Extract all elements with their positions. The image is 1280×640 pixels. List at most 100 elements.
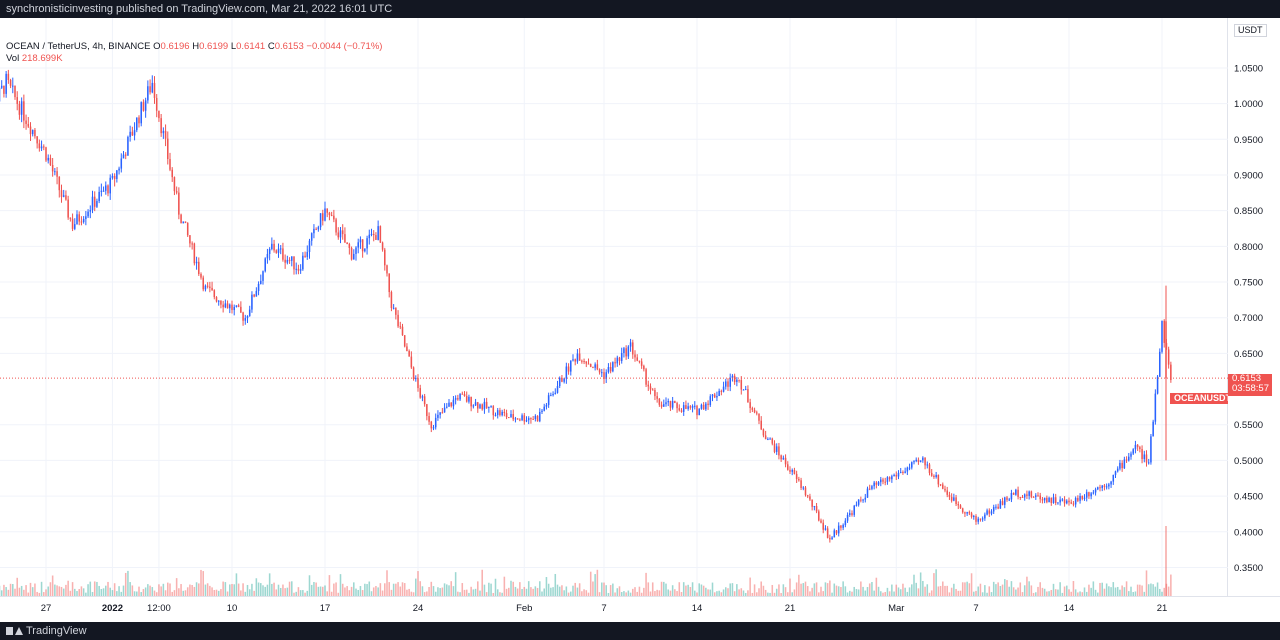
candle: [27, 117, 30, 128]
candle: [1006, 495, 1008, 502]
volume-bar: [335, 582, 337, 596]
price-tick-label: 0.9000: [1234, 170, 1263, 181]
volume-bar: [1048, 591, 1050, 596]
volume-bar: [800, 583, 802, 596]
legend-close-label: C: [267, 41, 275, 52]
volume-bar: [306, 590, 309, 596]
candle: [193, 242, 196, 266]
legend-volume-label[interactable]: Vol: [6, 53, 20, 64]
candlestick-chart[interactable]: [0, 18, 1228, 596]
volume-bar: [933, 573, 935, 596]
candle: [1028, 490, 1030, 500]
candle: [1032, 496, 1035, 498]
volume-bar: [696, 592, 698, 596]
volume-bar: [158, 584, 160, 596]
volume-bar: [775, 588, 778, 596]
volume-bar: [450, 581, 452, 596]
candle: [38, 139, 41, 152]
price-tick-label: 1.0000: [1234, 99, 1263, 110]
candle: [558, 376, 561, 389]
candle: [769, 437, 771, 440]
legend-high-label: H: [192, 41, 200, 52]
candle: [186, 222, 189, 237]
currency-unit[interactable]: USDT: [1234, 24, 1267, 37]
candle: [162, 127, 165, 139]
volume-bar: [206, 583, 209, 596]
candle: [361, 239, 364, 258]
volume-bar: [167, 582, 169, 596]
candle: [1083, 494, 1086, 501]
candle: [198, 257, 200, 276]
candle: [793, 467, 796, 475]
candle: [713, 392, 716, 399]
volume-bar: [434, 591, 437, 596]
candle: [242, 311, 244, 326]
volume-bar: [864, 590, 867, 596]
candle: [833, 528, 836, 538]
symbol-price-label: OCEANUSDT: [1170, 393, 1236, 404]
volume-bar: [62, 588, 65, 596]
axis-corner[interactable]: [1228, 596, 1280, 622]
candle: [753, 407, 756, 414]
volume-bar: [970, 573, 973, 596]
legend-low-label: L: [230, 41, 237, 52]
tradingview-logo[interactable]: TradingView: [6, 622, 87, 640]
volume-bar: [981, 592, 984, 596]
volume-bar: [620, 592, 623, 596]
volume-bar: [233, 584, 235, 596]
volume-bar: [904, 587, 906, 596]
candle: [204, 284, 207, 292]
candle: [12, 77, 14, 94]
volume-bar: [149, 585, 151, 596]
volume-bar: [399, 586, 402, 596]
candle: [220, 300, 222, 309]
tradingview-logo-icon: [6, 626, 23, 636]
candle: [875, 481, 878, 489]
volume-bar: [107, 581, 109, 596]
candle: [552, 391, 554, 397]
volume-bar: [1143, 591, 1146, 596]
time-axis[interactable]: 27 2022 12:00 10 17 24 Feb 7 14 21 Mar 7 14 21: [0, 596, 1228, 622]
volume-bar: [532, 588, 534, 596]
volume-bar: [175, 578, 178, 596]
candle: [1090, 492, 1092, 500]
last-price-tag: 0.6153 03:58:57: [1228, 374, 1272, 396]
candle: [1143, 450, 1146, 463]
price-axis[interactable]: 1.0500 1.0000 0.9500 0.9000 0.8500 0.8000 0.75…: [1228, 18, 1280, 596]
volume-bar: [222, 581, 224, 596]
volume-bar: [1059, 582, 1061, 596]
candle: [377, 220, 379, 241]
candle: [654, 387, 656, 401]
volume-bar: [215, 589, 218, 596]
volume-bar: [984, 585, 986, 596]
volume-bar: [1161, 591, 1163, 596]
volume-bar: [100, 588, 103, 596]
volume-bar: [539, 581, 541, 596]
candle: [496, 407, 499, 419]
volume-bar: [499, 592, 501, 596]
price-tick-label: 0.8500: [1234, 206, 1263, 217]
volume-bar: [65, 584, 67, 596]
volume-bar: [975, 590, 977, 596]
candle: [1068, 497, 1070, 506]
candle: [1026, 490, 1028, 499]
candle: [899, 467, 902, 474]
legend-symbol[interactable]: OCEAN / TetherUS, 4h, BINANCE: [6, 41, 151, 52]
volume-bar: [195, 582, 198, 596]
volume-bar: [266, 584, 269, 596]
volume-bar: [953, 583, 955, 596]
volume-bar: [1046, 591, 1048, 596]
candle: [1145, 450, 1148, 467]
candle: [510, 410, 512, 418]
candle: [275, 249, 278, 254]
candle: [877, 480, 880, 487]
candle: [953, 493, 955, 502]
chart-pane[interactable]: OCEAN / TetherUS, 4h, BINANCE O0.6196 H0…: [0, 18, 1236, 596]
chart-legend: OCEAN / TetherUS, 4h, BINANCE O0.6196 H0…: [6, 41, 382, 65]
volume-bar: [198, 583, 200, 596]
volume-bar: [1072, 581, 1075, 596]
volume-bar: [299, 590, 302, 596]
candle: [1112, 474, 1115, 485]
volume-bar: [82, 588, 85, 596]
candle: [656, 392, 658, 403]
